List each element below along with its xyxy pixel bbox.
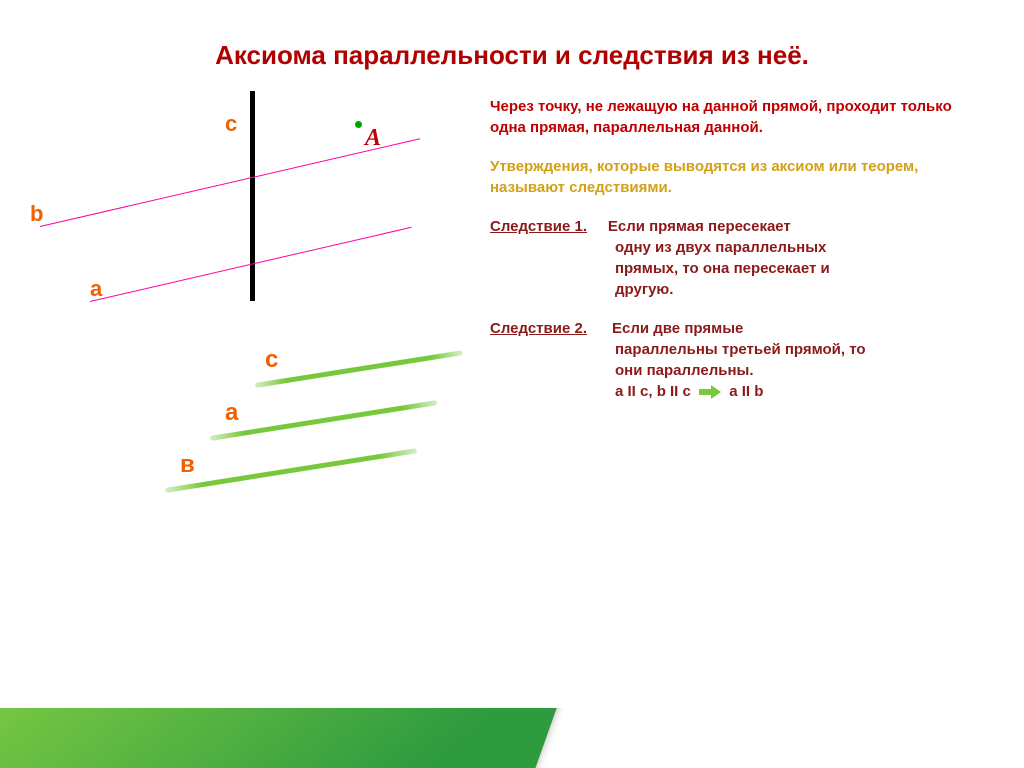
line-b: [40, 138, 420, 227]
corollary-2-line2: параллельны третьей прямой, то: [615, 339, 974, 360]
label-A: А: [365, 125, 381, 152]
corollary-1-line1: Если прямая пересекает: [608, 218, 791, 235]
corollary-1-line2: одну из двух параллельных: [615, 237, 974, 258]
label-a-d2: а: [225, 399, 238, 427]
line-a-d2: [210, 400, 438, 441]
corollary-1-line3: прямых, то она пересекает и: [615, 258, 974, 279]
arrow-icon: [699, 385, 721, 399]
corollary-2-line1: Если две прямые: [612, 320, 743, 337]
vertical-line: [250, 91, 255, 301]
definition-text: Утверждения, которые выводятся из аксиом…: [490, 156, 974, 198]
formula-part1: а II с, b II с: [615, 383, 695, 400]
axiom-text: Через точку, не лежащую на данной прямой…: [490, 96, 974, 138]
slide-title: Аксиома параллельности и следствия из не…: [50, 40, 974, 71]
label-c-d1: с: [225, 111, 237, 137]
point-A: [355, 121, 362, 128]
label-b-d1: b: [30, 201, 43, 227]
corollary-2: Следствие 2. Если две прямые параллельны…: [490, 318, 974, 402]
diagram-corollary: с а в: [50, 351, 470, 551]
label-a-d1: а: [90, 276, 102, 302]
corollary-1: Следствие 1. Если прямая пересекает одну…: [490, 216, 974, 300]
line-b-d2: [165, 448, 418, 493]
formula-part2: а II b: [729, 383, 763, 400]
corollary-1-header: Следствие 1.: [490, 218, 587, 235]
corollary-2-line3: они параллельны.: [615, 360, 974, 381]
corollary-1-line4: другую.: [615, 279, 974, 300]
diagram-axiom: А с b а: [50, 91, 470, 311]
corollary-2-header: Следствие 2.: [490, 320, 587, 337]
line-c-d2: [255, 350, 463, 388]
label-b-d2: в: [180, 451, 195, 479]
bottom-accent: [0, 708, 1024, 768]
label-c-d2: с: [265, 346, 278, 374]
corollary-2-formula: а II с, b II с а II b: [615, 381, 974, 402]
